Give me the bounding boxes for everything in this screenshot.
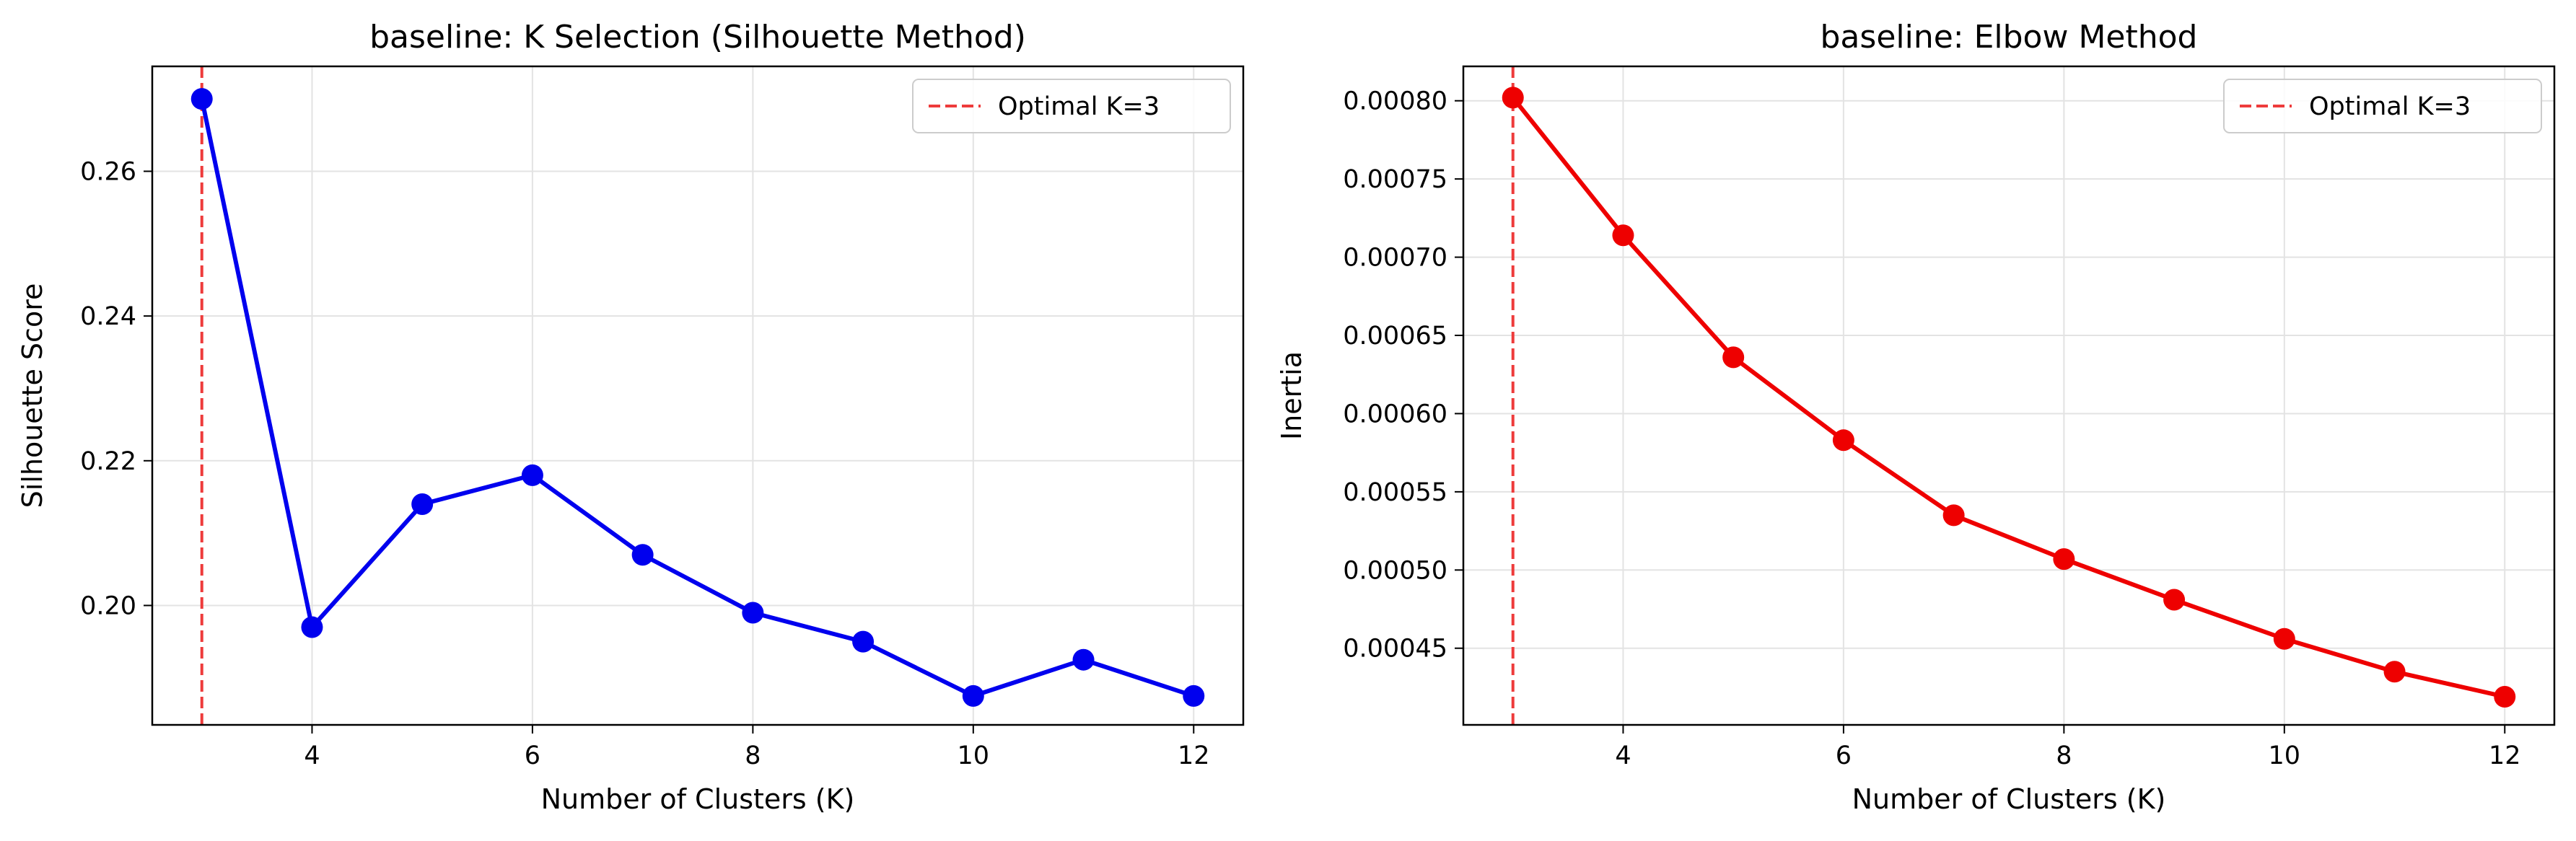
y-tick-label: 0.00055: [1343, 478, 1447, 507]
data-point: [852, 630, 875, 653]
x-axis-label: Number of Clusters (K): [1852, 783, 2166, 815]
data-point: [2494, 685, 2516, 708]
y-tick-label: 0.00050: [1343, 556, 1447, 585]
data-point: [962, 684, 984, 707]
x-tick-label: 4: [304, 741, 320, 770]
data-point: [1183, 684, 1205, 707]
chart-panel-1: 4 6 8 10 12 0.20 0.22 0.24 0.26 Optimal K=3 baseli…: [17, 19, 1245, 815]
data-point: [742, 602, 764, 624]
data-point: [411, 493, 434, 515]
data-point: [1612, 224, 1634, 247]
data-point: [2163, 589, 2186, 611]
data-point: [1942, 504, 1965, 527]
legend-box: [2223, 79, 2542, 133]
y-tick-label: 0.00060: [1343, 400, 1447, 428]
y-tick-label: 0.22: [80, 447, 136, 476]
y-tick-label: 0.26: [80, 157, 136, 186]
data-point: [1502, 87, 1524, 109]
legend-box: [912, 79, 1231, 133]
data-point: [301, 616, 323, 638]
x-tick-label: 6: [1836, 741, 1852, 770]
data-point: [190, 88, 213, 110]
x-tick-label: 4: [1615, 741, 1631, 770]
y-tick-label: 0.24: [80, 302, 136, 331]
y-tick-label: 0.00075: [1343, 165, 1447, 194]
chart-title: baseline: K Selection (Silhouette Method…: [369, 19, 1026, 56]
data-point: [2053, 548, 2075, 571]
y-tick-label: 0.00070: [1343, 244, 1447, 273]
series-line: [1511, 96, 2505, 699]
legend-label: Optimal K=3: [998, 92, 1160, 121]
x-tick-label: 8: [2056, 741, 2072, 770]
x-tick-label: 8: [745, 741, 761, 770]
plot-frame: [1462, 65, 2556, 726]
data-point: [1832, 429, 1854, 452]
data-point: [2383, 661, 2406, 683]
y-tick-label: 0.20: [80, 591, 136, 620]
x-tick-label: 6: [525, 741, 540, 770]
plot-frame: [151, 65, 1245, 726]
y-axis-label: Inertia: [1276, 351, 1307, 440]
series-line: [199, 98, 1195, 698]
data-point: [631, 544, 654, 566]
y-tick-label: 0.00045: [1343, 635, 1447, 664]
data-point: [521, 464, 543, 486]
x-tick-label: 10: [2269, 741, 2301, 770]
x-tick-label: 12: [1178, 741, 1210, 770]
legend-label: Optimal K=3: [2309, 92, 2471, 121]
y-tick-label: 0.00065: [1343, 322, 1447, 351]
chart-title: baseline: Elbow Method: [1821, 19, 2198, 56]
data-point: [2273, 628, 2295, 650]
x-tick-label: 10: [958, 741, 990, 770]
y-tick-label: 0.00080: [1343, 87, 1447, 116]
data-point: [1072, 648, 1095, 671]
x-tick-label: 12: [2489, 741, 2521, 770]
legend: Optimal K=3: [2223, 79, 2542, 133]
chart-panel-2: 4 6 8 10 12 0.00045 0.00050 0.00055 0.00060 0.000…: [1276, 19, 2556, 815]
x-axis-label: Number of Clusters (K): [541, 783, 855, 815]
data-point: [1722, 346, 1745, 369]
y-axis-label: Silhouette Score: [17, 283, 48, 508]
legend: Optimal K=3: [912, 79, 1231, 133]
